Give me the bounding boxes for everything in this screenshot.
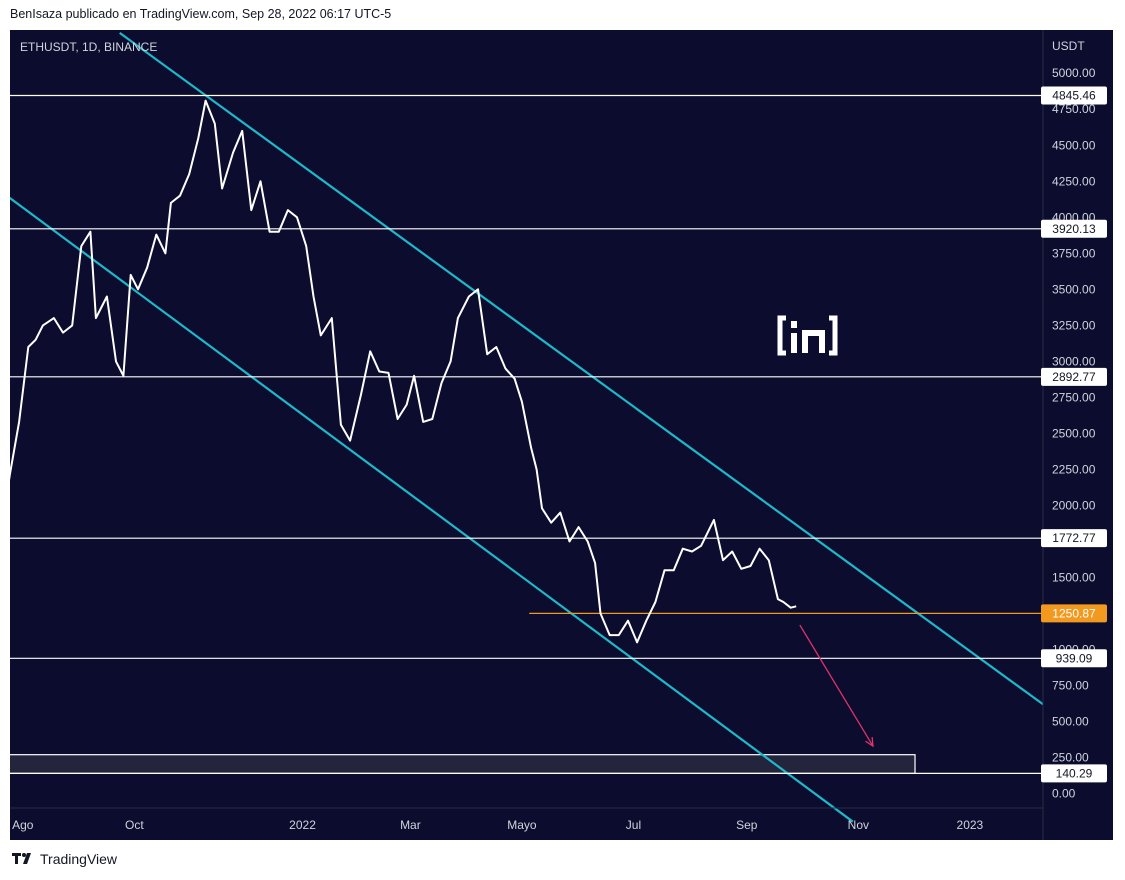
level-price-badge (1041, 764, 1107, 783)
y-tick-label: 0.00 (1052, 787, 1076, 801)
level-price-label: 3920.13 (1052, 222, 1096, 236)
level-price-label: 939.09 (1056, 651, 1093, 665)
y-tick-label: 4250.00 (1052, 174, 1096, 188)
tradingview-logo-icon (12, 852, 36, 866)
y-tick-label: 4500.00 (1052, 138, 1096, 152)
x-tick-label: Jul (626, 818, 641, 832)
level-price-badge (1041, 219, 1107, 238)
x-tick-label: 2023 (957, 818, 984, 832)
footer-brand[interactable]: TradingView (12, 851, 117, 867)
level-price-label: 2892.77 (1052, 370, 1096, 384)
price-line[interactable] (10, 99, 797, 644)
y-tick-label: 3000.00 (1052, 354, 1096, 368)
x-tick-label: 2022 (289, 818, 316, 832)
publication-info: BenIsaza publicado en TradingView.com, S… (10, 7, 392, 21)
level-price-badge (1041, 649, 1107, 668)
level-price-label: 140.29 (1056, 766, 1093, 780)
chart-canvas[interactable]: USDT 0.00250.00500.00750.001000.001250.0… (10, 30, 1113, 840)
level-price-badge (1041, 604, 1107, 623)
y-tick-label: 4750.00 (1052, 102, 1096, 116)
x-tick-label: Ago (12, 818, 34, 832)
y-tick-label: 2000.00 (1052, 498, 1096, 512)
level-price-label: 1250.87 (1052, 606, 1096, 620)
y-tick-label: 3500.00 (1052, 282, 1096, 296)
y-tick-label: 2500.00 (1052, 426, 1096, 440)
target-zone-box[interactable] (10, 754, 916, 774)
y-axis-unit: USDT (1052, 39, 1085, 53)
symbol-label: ETHUSDT, 1D, BINANCE (20, 40, 158, 54)
channel-line[interactable] (119, 31, 1044, 706)
y-tick-label: 2250.00 (1052, 462, 1096, 476)
projection-arrow-head (865, 737, 874, 748)
footer-brand-label: TradingView (40, 851, 118, 867)
y-tick-label: 3250.00 (1052, 318, 1096, 332)
projection-arrow[interactable] (799, 624, 874, 747)
level-price-badge (1041, 367, 1107, 386)
level-price-label: 1772.77 (1052, 531, 1096, 545)
y-tick-label: 250.00 (1052, 751, 1089, 765)
channel-line[interactable] (10, 191, 854, 823)
level-price-badge (1041, 86, 1107, 105)
level-price-label: 4845.46 (1052, 88, 1096, 102)
x-tick-label: Mayo (507, 818, 537, 832)
y-tick-label: 1500.00 (1052, 570, 1096, 584)
level-price-badge (1041, 529, 1107, 548)
x-tick-label: Nov (848, 818, 869, 832)
beincrypto-in-logo-icon (777, 315, 838, 356)
price-chart[interactable]: USDT 0.00250.00500.00750.001000.001250.0… (10, 30, 1113, 840)
x-tick-label: Mar (400, 818, 421, 832)
y-tick-label: 3750.00 (1052, 246, 1096, 260)
y-tick-label: 5000.00 (1052, 66, 1096, 80)
y-tick-label: 500.00 (1052, 715, 1089, 729)
x-tick-label: Sep (736, 818, 758, 832)
x-tick-label: Oct (125, 818, 144, 832)
y-tick-label: 2750.00 (1052, 390, 1096, 404)
y-tick-label: 750.00 (1052, 679, 1089, 693)
